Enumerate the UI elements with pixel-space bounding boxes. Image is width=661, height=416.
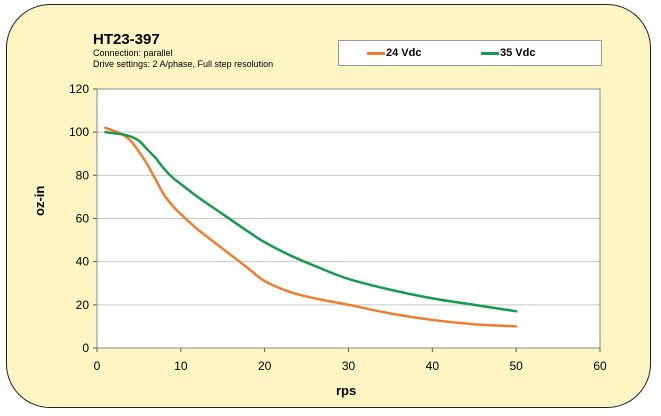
legend-swatch-24vdc [367, 52, 385, 55]
series-line-0 [104, 126, 518, 328]
legend-swatch-35vdc [481, 52, 499, 55]
legend-label-35vdc: 35 Vdc [500, 47, 536, 59]
plot-border [96, 88, 601, 349]
x-tick-label: 10 [174, 359, 188, 373]
y-tick-label: 80 [76, 168, 90, 182]
x-tick-label: 30 [342, 359, 356, 373]
x-axis-label: rps [336, 383, 357, 398]
chart-subtitle-connection: Connection: parallel [93, 48, 173, 58]
x-tick-label: 60 [593, 359, 607, 373]
legend-entry-35vdc: 35 Vdc [481, 47, 536, 59]
x-tick-label: 40 [426, 359, 440, 373]
chart-title: HT23-397 [93, 31, 160, 48]
chart-subtitle-drive-settings: Drive settings: 2 A/phase, Full step res… [93, 59, 274, 69]
series-line-1 [104, 130, 518, 313]
y-tick-label: 40 [76, 255, 90, 269]
y-tick-label: 0 [82, 341, 89, 355]
y-tick-label: 20 [76, 298, 90, 312]
legend-label-24vdc: 24 Vdc [386, 47, 422, 59]
x-tick-label: 50 [509, 359, 523, 373]
legend-entry-24vdc: 24 Vdc [367, 47, 422, 59]
y-tick-label: 120 [69, 82, 89, 96]
chart-legend: 24 Vdc 35 Vdc [338, 40, 602, 66]
x-tick-label: 20 [258, 359, 272, 373]
x-tick-label: 0 [94, 359, 101, 373]
y-tick-label: 100 [69, 125, 89, 139]
y-tick-label: 60 [76, 212, 90, 226]
y-axis-label: oz-in [32, 185, 47, 216]
